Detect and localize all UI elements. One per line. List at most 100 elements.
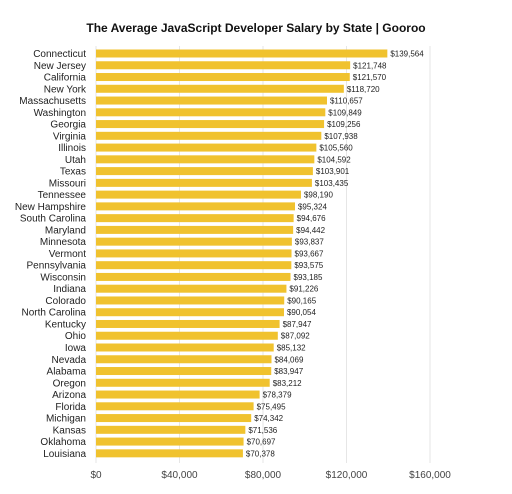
bar [96,96,327,105]
category-label: Tennessee [38,190,87,201]
category-label: Oregon [53,378,86,389]
value-label: $95,324 [298,202,327,211]
x-axis-ticks: $0 $40,000 $80,000 $120,000 $160,000 [90,470,451,481]
bars [96,49,388,458]
bar [96,331,278,340]
value-label: $74,342 [254,414,283,423]
value-label: $94,442 [296,226,325,235]
value-label: $87,947 [283,320,312,329]
bar [96,73,350,82]
value-label: $87,092 [281,332,310,341]
bar [96,367,272,376]
category-label: Pennsylvania [27,261,87,272]
category-label: Indiana [53,284,86,295]
value-label: $139,564 [390,50,424,59]
category-label: Virginia [53,131,87,142]
bar [96,120,325,129]
bar [96,249,292,258]
category-label: Georgia [50,120,86,131]
category-label: North Carolina [22,308,87,319]
category-label: Texas [60,167,86,178]
bar [96,402,254,411]
value-label: $107,938 [324,132,358,141]
category-label: Arizona [52,390,86,401]
bar [96,190,301,199]
value-label: $85,132 [277,344,306,353]
category-label: Connecticut [33,49,86,60]
category-label: Utah [65,155,86,166]
x-tick-label: $160,000 [409,470,451,481]
category-label: Kansas [53,425,86,436]
bar [96,131,322,140]
category-label: New Jersey [34,61,86,72]
value-label: $93,837 [295,238,324,247]
category-label: Maryland [45,225,86,236]
bar [96,390,260,399]
bar [96,178,312,187]
value-label: $109,256 [327,120,361,129]
x-tick-label: $0 [90,470,102,481]
value-label: $75,495 [257,402,286,411]
value-label: $109,849 [328,108,362,117]
category-label: Louisiana [43,449,86,460]
value-label: $93,667 [295,249,324,258]
bar [96,437,244,446]
bar [96,202,295,211]
value-label: $103,901 [316,167,350,176]
bar [96,49,388,58]
bar [96,155,315,164]
chart-title: The Average JavaScript Developer Salary … [86,21,425,35]
value-label: $121,570 [353,73,387,82]
category-label: Colorado [45,296,86,307]
bar [96,378,270,387]
value-label: $83,212 [273,379,302,388]
value-label: $104,592 [317,155,351,164]
bar [96,425,246,434]
category-label: Washington [34,108,86,119]
value-labels: $139,564$121,748 $121,570 $118,720 $110,657… [246,50,424,459]
value-label: $70,378 [246,449,275,458]
category-label: Michigan [46,414,86,425]
category-label: Alabama [47,367,87,378]
bar [96,237,292,246]
bar [96,355,272,364]
bar [96,296,285,305]
category-label: Illinois [58,143,86,154]
category-label: New Hampshire [15,202,87,213]
category-label: Kentucky [45,319,86,330]
value-label: $90,054 [287,308,316,317]
bar [96,143,317,152]
x-tick-label: $80,000 [245,470,282,481]
category-label: Nevada [52,355,87,366]
category-label: California [44,73,87,84]
bar [96,308,284,317]
category-label: Vermont [49,249,86,260]
bar [96,214,294,223]
category-label: Massachusetts [19,96,86,107]
value-label: $118,720 [347,85,380,94]
value-label: $93,575 [294,261,323,270]
value-label: $78,379 [263,391,292,400]
bar [96,272,291,281]
value-label: $84,069 [274,355,303,364]
value-label: $110,657 [330,97,363,106]
category-label: Missouri [49,178,86,189]
value-label: $103,435 [315,179,349,188]
category-label: Florida [55,402,86,413]
bar [96,108,326,117]
x-tick-label: $120,000 [326,470,368,481]
value-label: $121,748 [353,61,387,70]
category-label: Ohio [65,331,87,342]
value-label: $98,190 [304,191,333,200]
bar [96,225,294,234]
value-label: $71,536 [248,426,277,435]
category-label: Wisconsin [40,272,86,283]
bar [96,261,292,270]
bar [96,343,274,352]
category-label: New York [44,84,87,95]
value-label: $105,560 [319,144,353,153]
bar [96,284,287,293]
value-label: $93,185 [294,273,323,282]
